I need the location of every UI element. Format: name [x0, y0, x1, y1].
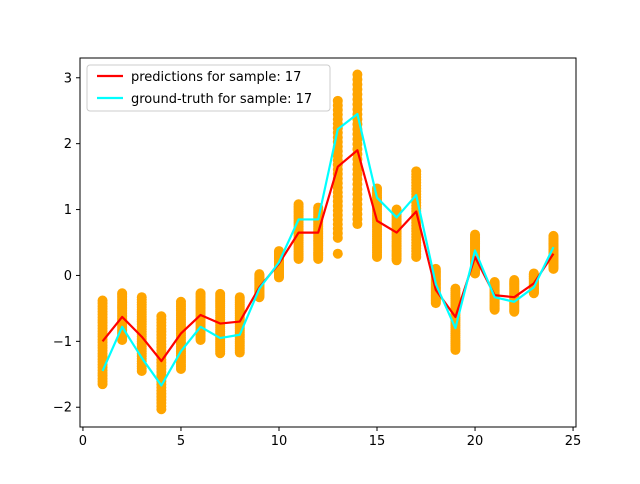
scatter-point [391, 204, 402, 215]
scatter-point [175, 296, 186, 307]
scatter-point [489, 277, 500, 288]
y-tick-label: 3 [64, 71, 72, 86]
scatter-point [117, 288, 128, 299]
legend-label-ground-truth: ground-truth for sample: 17 [131, 92, 312, 107]
scatter-point [528, 268, 539, 279]
scatter-point [136, 292, 147, 303]
scatter-point [548, 230, 559, 241]
x-tick-label: 0 [79, 434, 87, 449]
scatter-point [254, 269, 265, 280]
scatter-point [195, 288, 206, 299]
x-tick-label: 5 [177, 434, 185, 449]
scatter-point [470, 229, 481, 240]
y-tick-label: 2 [64, 137, 72, 152]
y-tick-label: −1 [53, 335, 72, 350]
scatter-point [234, 292, 245, 303]
scatter-point [509, 275, 520, 286]
scatter-point [215, 288, 226, 299]
y-tick-label: 1 [64, 203, 72, 218]
x-tick-label: 15 [369, 434, 386, 449]
scatter-point [450, 283, 461, 294]
axes-frame [79, 57, 577, 428]
x-tick-label: 20 [467, 434, 484, 449]
series-line-ground-truth [101, 112, 555, 387]
x-tick-label: 25 [565, 434, 582, 449]
scatter-point [97, 295, 108, 306]
scatter-point [332, 95, 343, 106]
scatter-point [352, 69, 363, 80]
scatter-point [156, 311, 167, 322]
scatter-point [273, 246, 284, 257]
legend-box [86, 64, 331, 112]
scatter-point [332, 248, 343, 259]
series-line-predictions [101, 149, 555, 363]
legend: predictions for sample: 17 ground-truth … [86, 64, 331, 112]
legend-label-predictions: predictions for sample: 17 [131, 70, 301, 85]
scatter-point [293, 199, 304, 210]
y-tick-label: −2 [53, 401, 72, 416]
y-tick-label: 0 [64, 269, 72, 284]
scatter-point [411, 166, 422, 177]
x-tick-label: 10 [271, 434, 288, 449]
